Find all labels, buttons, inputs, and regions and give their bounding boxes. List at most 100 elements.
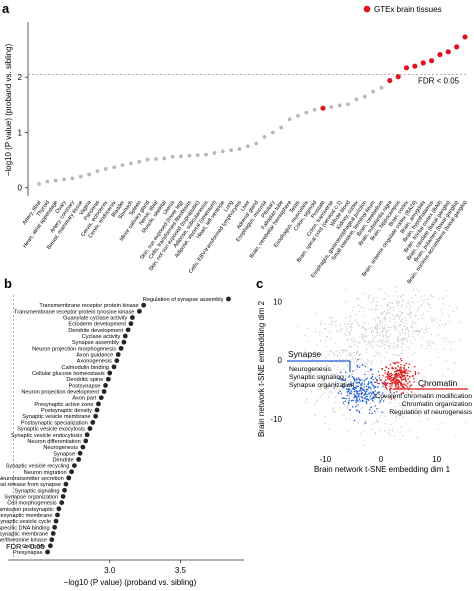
synapse-gene-point [364, 392, 367, 394]
background-gene-point [319, 388, 321, 390]
legend-brain-marker [363, 5, 371, 13]
background-gene-point [369, 327, 372, 329]
background-gene-point [397, 340, 399, 342]
background-gene-point [427, 344, 429, 347]
background-gene-point [437, 297, 440, 300]
background-gene-point [414, 393, 416, 395]
go-term-point [77, 450, 83, 456]
chromatin-gene-point [387, 376, 389, 379]
background-gene-point [428, 343, 430, 345]
background-gene-point [401, 343, 404, 346]
synapse-gene-point [364, 422, 366, 424]
synapse-gene-point [357, 385, 360, 388]
background-gene-point [349, 385, 351, 388]
chromatin-gene-point [386, 373, 389, 376]
chromatin-gene-point [397, 383, 399, 386]
background-gene-point [385, 292, 387, 295]
synapse-gene-point [371, 412, 373, 415]
background-gene-point [398, 417, 401, 420]
chromatin-gene-point [396, 372, 398, 375]
chromatin-gene-point [384, 384, 387, 387]
background-gene-point [333, 355, 335, 357]
background-gene-point [376, 418, 378, 421]
background-gene-point [395, 328, 397, 331]
background-gene-point [393, 317, 395, 320]
background-gene-point [408, 330, 410, 332]
background-gene-point [351, 326, 353, 328]
background-gene-point [384, 318, 386, 320]
background-gene-point [402, 294, 404, 296]
background-gene-point [340, 354, 342, 356]
tissue-point [245, 144, 250, 149]
background-gene-point [358, 325, 360, 327]
background-gene-point [392, 344, 395, 347]
background-gene-point [386, 326, 389, 328]
go-term-point [66, 475, 72, 481]
background-gene-point [381, 345, 383, 347]
background-gene-point [417, 330, 420, 332]
background-gene-point [416, 437, 418, 439]
chromatin-gene-point [405, 379, 407, 381]
background-gene-point [339, 368, 342, 371]
tissue-point [229, 148, 234, 153]
chromatin-gene-point [381, 381, 383, 384]
background-gene-point [377, 422, 379, 424]
chromatin-gene-point [397, 365, 399, 367]
tissue-point [87, 172, 92, 177]
synapse-gene-point [358, 378, 360, 380]
background-gene-point [420, 344, 423, 347]
background-gene-point [452, 370, 454, 373]
go-term-point [125, 327, 131, 333]
synapse-gene-point [363, 380, 366, 382]
background-gene-point [354, 354, 356, 356]
background-gene-point [428, 294, 431, 296]
background-gene-point [360, 391, 363, 393]
background-gene-point [343, 382, 345, 385]
chromatin-gene-point [391, 366, 393, 368]
background-gene-point [362, 325, 364, 328]
background-gene-point [436, 385, 438, 387]
background-gene-point [352, 306, 355, 308]
synapse-gene-point [355, 401, 357, 404]
synapse-gene-point [371, 392, 374, 394]
background-gene-point [426, 347, 428, 350]
background-gene-point [376, 316, 379, 318]
chromatin-gene-point [410, 391, 413, 393]
background-gene-point [368, 370, 371, 373]
background-gene-point [354, 343, 356, 346]
panel-c-xlabel: Brain network t-SNE embedding dim 1 [314, 465, 451, 474]
go-term-label: Neuron differentiation [27, 439, 80, 445]
background-gene-point [386, 330, 388, 333]
background-gene-point [344, 403, 346, 406]
background-gene-point [319, 321, 322, 324]
background-gene-point [448, 320, 451, 323]
background-gene-point [346, 405, 349, 408]
synapse-gene-point [342, 383, 344, 385]
background-gene-point [345, 418, 347, 420]
background-gene-point [379, 354, 381, 357]
background-gene-point [319, 366, 321, 369]
background-gene-point [347, 404, 349, 407]
tissue-point [162, 156, 167, 161]
background-gene-point [367, 297, 370, 299]
background-gene-point [373, 388, 375, 390]
background-gene-point [352, 337, 355, 339]
background-gene-point [384, 297, 386, 300]
go-term-point [63, 481, 69, 487]
tissue-point [187, 153, 192, 158]
background-gene-point [415, 323, 417, 326]
background-gene-point [393, 435, 395, 437]
chromatin-gene-point [394, 378, 396, 380]
background-gene-point [364, 334, 367, 337]
background-gene-point [323, 327, 326, 330]
background-gene-point [353, 361, 356, 363]
background-gene-point [396, 295, 399, 297]
go-term-point [137, 308, 142, 314]
background-gene-point [417, 301, 420, 303]
background-gene-point [349, 320, 351, 322]
background-gene-point [388, 429, 390, 431]
background-gene-point [362, 292, 365, 295]
chromatin-gene-point [396, 390, 398, 393]
tissue-point [395, 74, 401, 80]
background-gene-point [413, 289, 415, 291]
